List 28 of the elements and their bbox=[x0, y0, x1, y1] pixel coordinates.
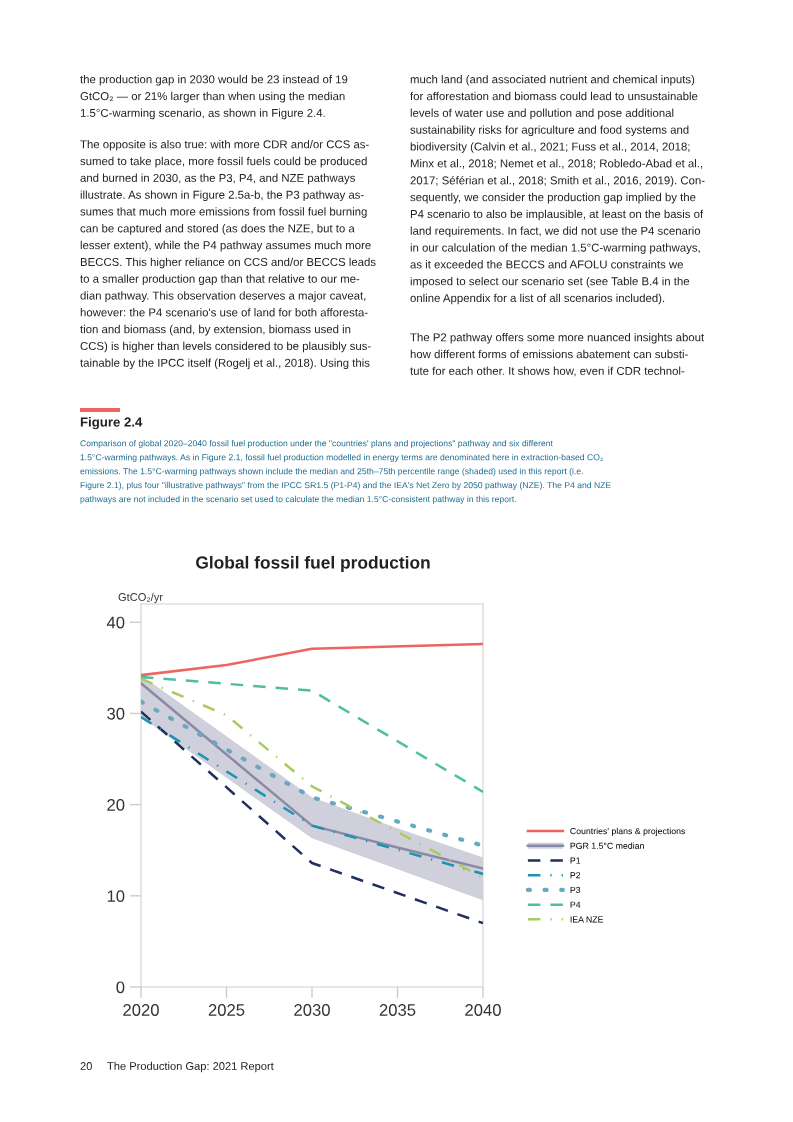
chart-title: Global fossil fuel production bbox=[196, 555, 430, 573]
text: 20 bbox=[80, 1062, 92, 1070]
line-series bbox=[141, 642, 483, 677]
text: The Production Gap: 2021 Report bbox=[107, 1061, 274, 1073]
x-tick-label: 2030 bbox=[294, 1004, 330, 1016]
x-tick-label: 2040 bbox=[465, 1004, 501, 1016]
y-tick-label: 30 bbox=[107, 707, 125, 720]
text: much land (and associated nutrient and chemical inputs) for afforestation and biomass could lead to unsustainable levels of water use and pollution and pose additional sustainability risks for agriculture and food systems and biodiversity (Calvin et al., 2021; Fuss et al., 2014, 2018; Minx et al., 2018; Nemet et al., 2018; Robledo-Abad et al., 2017; Séférian et al., 2018; Smith et al., 2016, 2019). Con- sequently, we consider the production gap implied by the P4 scenario to also be implausible, at least on the basis of land requirements. In fact, we did not use the P4 scenario in our calculation of the median 1.5°C-warming pathways, as it exceeded the BECCS and AFOLU constraints we imposed to select our scenario set (see Table B.4 in the online Appendix for a list of all scenarios included). bbox=[410, 75, 705, 305]
legend-label: P3 bbox=[570, 886, 581, 894]
y-tick-label: 40 bbox=[106, 616, 125, 629]
legend-label: P2 bbox=[570, 872, 581, 879]
legend-label: P4 bbox=[570, 901, 581, 908]
text: The opposite is also true: with more CDR and/or CCS as- sumed to take place, more fossil fuels could be produced and burned in 2030, as the P3, P4, and NZE pathways illustrate. As shown in Figure 2.5a-b, the P3 pathway as- sumes that much more emissions from fossil fuel burning can be captured and stored (as does the NZE, but to a lesser extent), while the P4 pathway assumes much more BECCS. This higher reliance on CCS and/or BECCS leads to a smaller production gap than that relative to our me- dian pathway. This observation deserves a major caveat, however: the P4 scenario's use of land for both afforesta- tion and biomass (and, by extension, biomass used in CCS) is higher than levels considered to be plausibly sus- tainable by the IPCC itself (Rogelj et al., 2018). Using this bbox=[80, 140, 376, 370]
text: The P2 pathway offers some more nuanced insights about how different forms of emissions abatement can substi- tute for each other. It shows how, even if CDR technol- bbox=[410, 333, 705, 377]
x-tick-label: 2025 bbox=[208, 1004, 245, 1016]
legend-label: P1 bbox=[570, 857, 581, 864]
legend-label: PGR 1.5°C median bbox=[570, 842, 644, 849]
y-tick-label: 0 bbox=[116, 981, 125, 994]
y-axis-title: GtCO₂/yr bbox=[118, 592, 163, 604]
text: Comparison of global 2020–2040 fossil fuel production under the "countries' plans and projections" pathway and six different 1.5°C-warming pathways. As in Figure 2.1, fossil fuel production modelled in energy terms are denominated here in extraction-based CO₂ emissions. The 1.5°C-warming pathways shown include the median and 25th–75th percentile range (shaded) used in this report (i.e. Figure 2.1), plus four "illustrative pathways" from the IPCC SR1.5 (P1-P4) and the IEA's Net Zero by 2050 pathway (NZE). The P4 and NZE pathways are not included in the scenario set used to calculate the median 1.5°C-consistent pathway in this report. bbox=[80, 440, 611, 504]
text: the production gap in 2030 would be 23 instead of 19 GtCO₂ — or 21% larger than when using the median 1.5°C-warming scenario, as shown in Figure 2.4. bbox=[80, 75, 348, 120]
x-tick-label: 2020 bbox=[123, 1004, 159, 1016]
y-tick-label: 20 bbox=[107, 799, 125, 811]
caption: Figure 2.4 bbox=[80, 417, 143, 430]
legend-label: Countries' plans & projections bbox=[570, 827, 686, 836]
legend-label: IEA NZE bbox=[570, 916, 604, 923]
x-tick-label: 2035 bbox=[379, 1004, 416, 1016]
y-tick-label: 10 bbox=[107, 890, 125, 903]
